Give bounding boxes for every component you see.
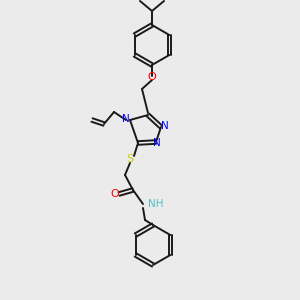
Text: N: N [161, 121, 169, 131]
Text: N: N [122, 114, 130, 124]
Text: S: S [126, 154, 134, 164]
Text: N: N [153, 138, 161, 148]
Text: NH: NH [148, 199, 164, 209]
Text: O: O [111, 189, 119, 199]
Text: O: O [148, 72, 156, 82]
